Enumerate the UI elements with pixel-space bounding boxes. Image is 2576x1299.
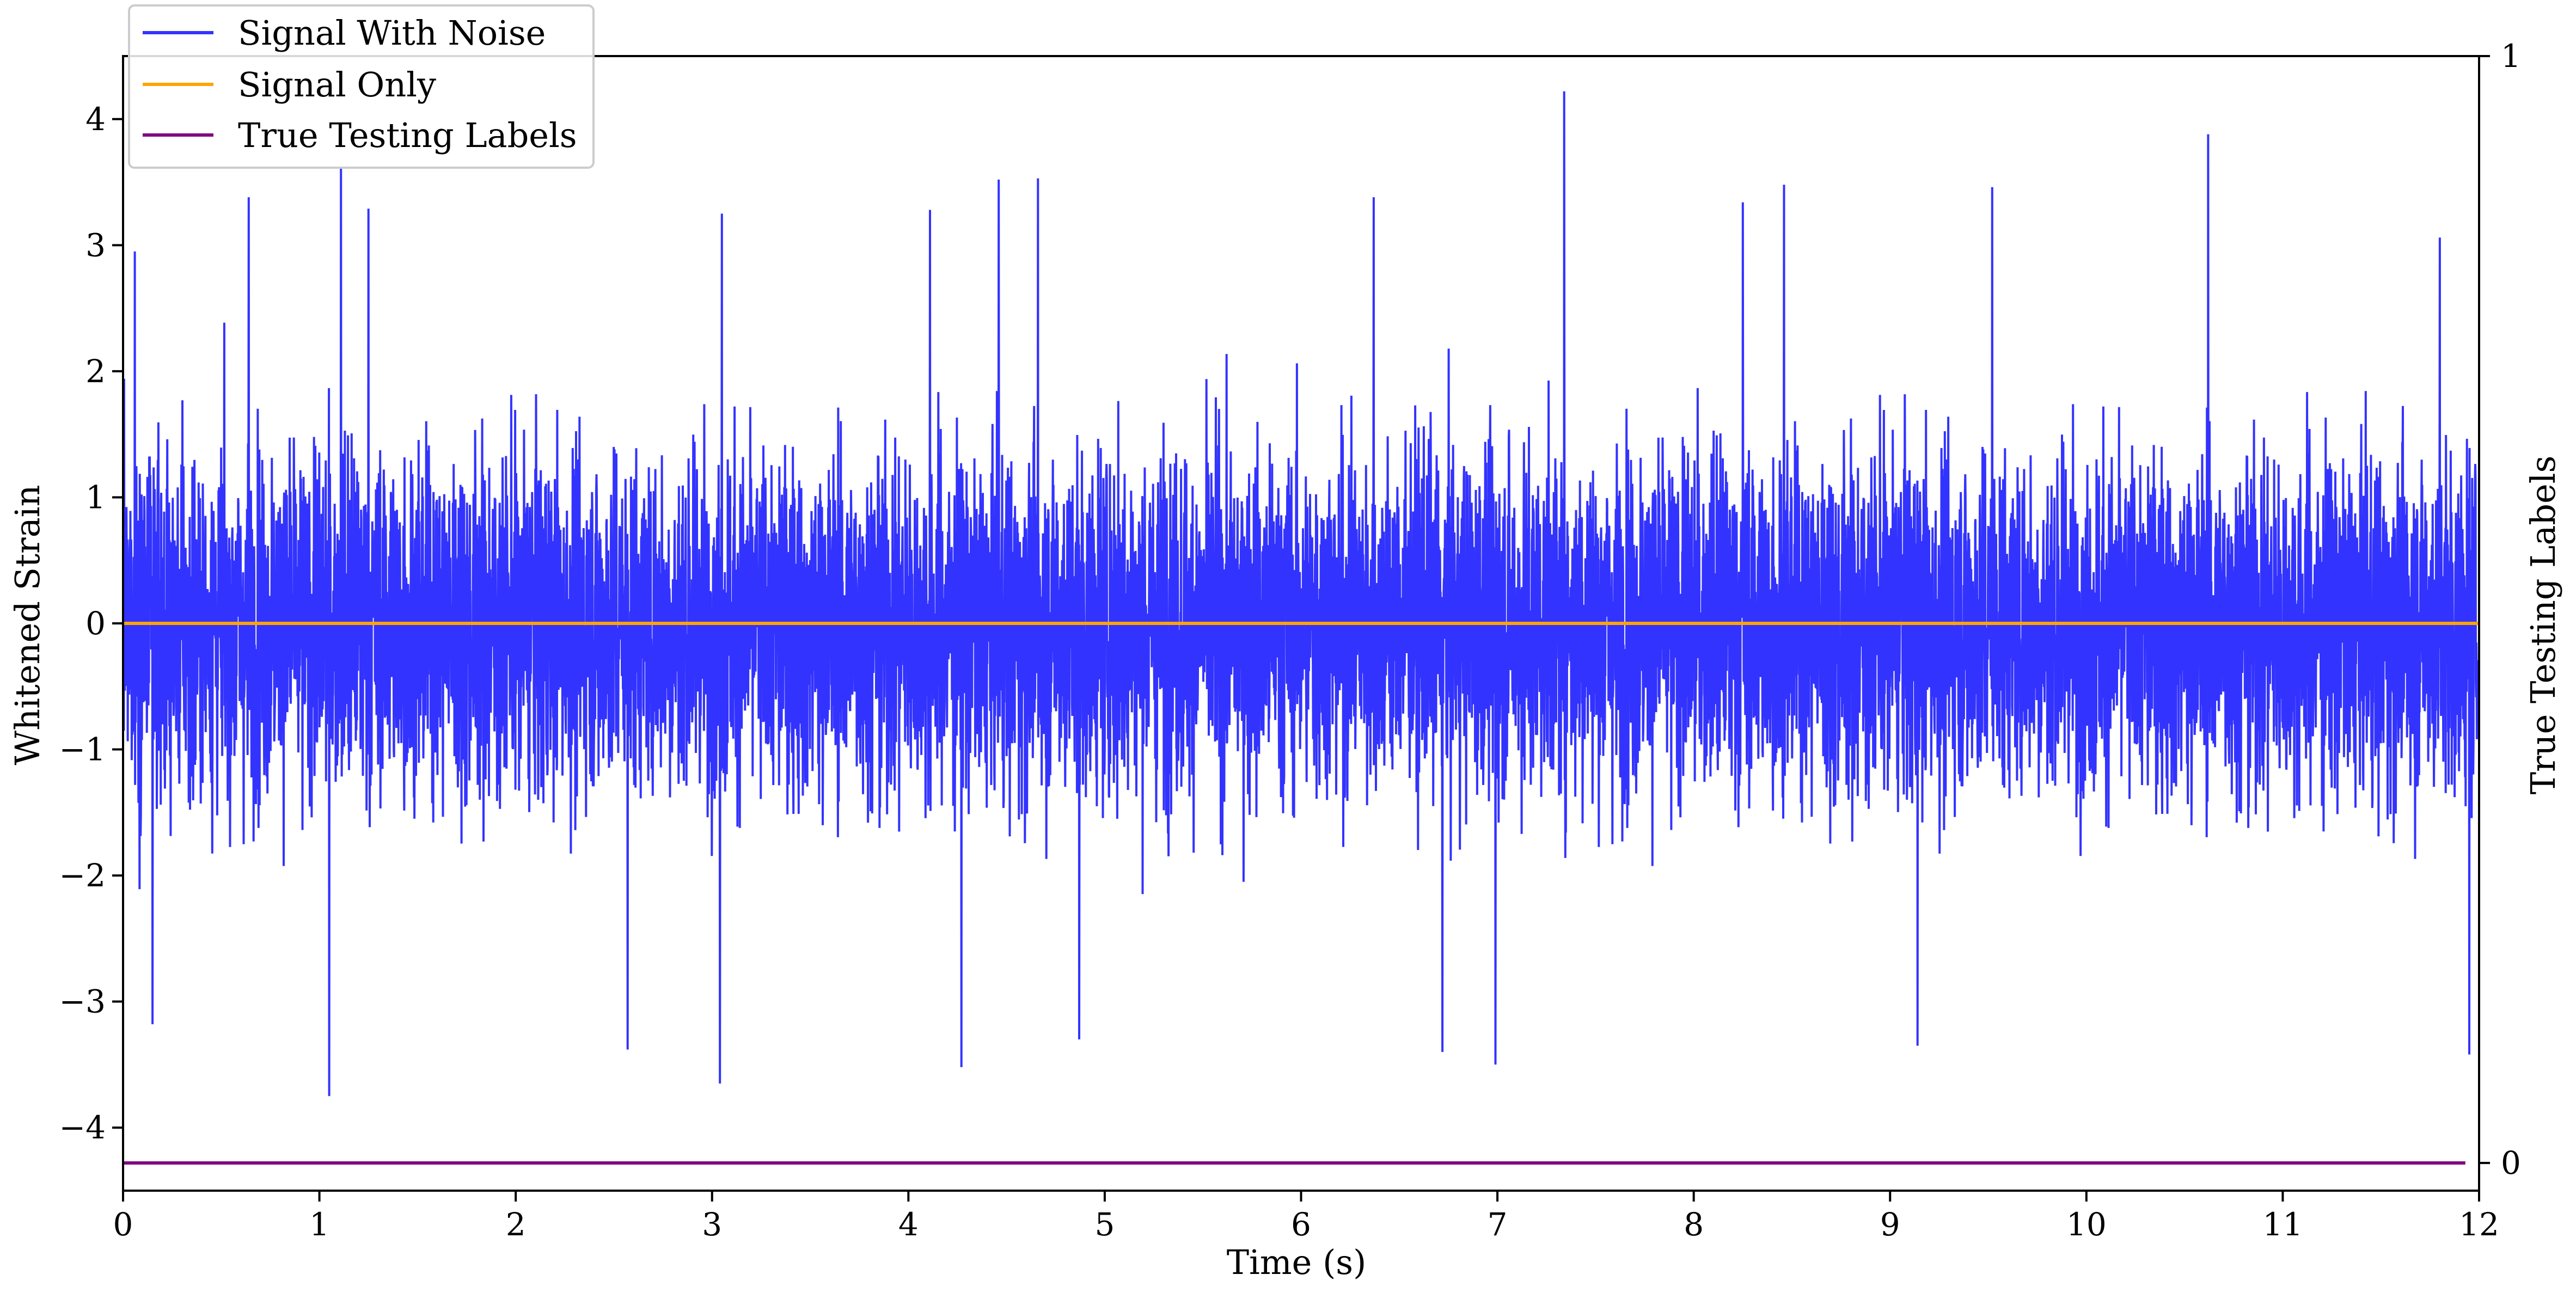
- x-tick-label: 0: [113, 1206, 133, 1243]
- y-right-tick-label: 0: [2501, 1144, 2521, 1181]
- y-tick-label: −3: [59, 983, 106, 1020]
- x-tick-label: 10: [2066, 1206, 2107, 1243]
- x-tick-label: 4: [898, 1206, 919, 1243]
- x-tick-label: 1: [309, 1206, 329, 1243]
- x-tick-label: 2: [506, 1206, 526, 1243]
- x-tick-label: 12: [2459, 1206, 2499, 1243]
- y-tick-label: 3: [85, 226, 106, 264]
- plot-area: [122, 91, 2479, 1165]
- y-axis-label: Whitened Strain: [8, 485, 47, 765]
- legend-label-true-testing-labels: True Testing Labels: [238, 115, 577, 155]
- y-tick-label: −4: [59, 1109, 106, 1146]
- x-tick-label: 3: [702, 1206, 722, 1243]
- y-tick-label: 4: [85, 101, 106, 138]
- y-tick-label: 0: [85, 605, 106, 642]
- x-axis-label: Time (s): [1227, 1242, 1367, 1282]
- x-tick-label: 8: [1684, 1206, 1704, 1243]
- y-tick-label: −2: [59, 857, 106, 894]
- y-axis-label-right: True Testing Labels: [2523, 456, 2563, 795]
- legend-box: [128, 4, 595, 169]
- series-signal-with-noise: [122, 91, 2479, 1096]
- legend-label-signal-with-noise: Signal With Noise: [238, 13, 546, 53]
- y-tick-label: 2: [85, 353, 106, 390]
- x-tick-label: 5: [1094, 1206, 1115, 1243]
- y-tick-label: 1: [85, 479, 106, 516]
- legend-label-signal-only: Signal Only: [238, 65, 436, 105]
- y-tick-label: −1: [59, 731, 106, 768]
- y-right-tick-label: 1: [2501, 38, 2521, 75]
- x-tick-label: 6: [1291, 1206, 1311, 1243]
- x-tick-label: 9: [1880, 1206, 1900, 1243]
- x-tick-label: 11: [2263, 1206, 2303, 1243]
- legend: Signal With Noise Signal Only True Testi…: [128, 4, 595, 169]
- x-tick-label: 7: [1488, 1206, 1508, 1243]
